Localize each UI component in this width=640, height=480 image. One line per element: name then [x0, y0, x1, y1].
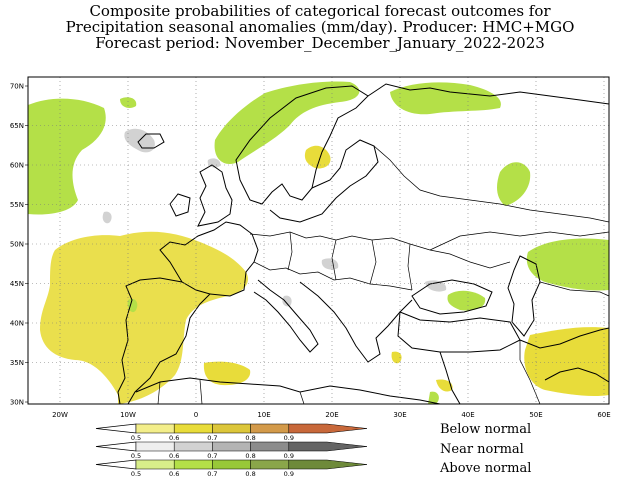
turkey-coast [397, 311, 521, 353]
legend-tick-label: 0.9 [284, 470, 294, 478]
lat-label: 30N [10, 399, 24, 407]
arabia-coast [519, 327, 610, 349]
title-line-1: Composite probabilities of categorical f… [89, 2, 551, 20]
urals-wet-area [497, 162, 531, 206]
legend-tick-label: 0.6 [169, 452, 179, 460]
balearic-dry-area [203, 361, 251, 386]
caspian-coast [507, 255, 541, 337]
persian-gulf-coast [544, 367, 610, 383]
legend-above-normal-label: Above normal [440, 461, 532, 476]
title-line-2: Precipitation seasonal anomalies (mm/day… [65, 18, 575, 36]
iberia-france-dry-area [40, 231, 248, 404]
lat-label: 55N [10, 201, 24, 209]
legend-colorbars: 0.5 0.6 0.7 0.8 0.90.5 0.6 0.7 0.8 0.90.5 0.6 0.7 0… [95, 423, 368, 478]
lat-label: 45N [10, 280, 24, 288]
algeria-wet-area [428, 391, 439, 404]
title-line-3: Forecast period: November_December_Janua… [95, 34, 545, 52]
above-normal-areas [28, 81, 609, 404]
scandinavia-coast [235, 85, 369, 205]
ireland-coast [169, 193, 191, 217]
scandinavia-dry-area [304, 145, 331, 169]
longitude-labels: 20W 10W 0 10E 20E 30E 40E 50E 60E [52, 411, 611, 419]
iceland-coast [137, 133, 165, 149]
legend-tick-label: 0.6 [169, 434, 179, 442]
legend-tick-label: 0.5 [131, 470, 141, 478]
legend-tick-label: 0.8 [245, 434, 255, 442]
legend-tick-label: 0.5 [131, 452, 141, 460]
above-normal-colorbar: 0.5 0.6 0.7 0.8 0.9 [95, 459, 368, 478]
lon-label: 20W [52, 411, 68, 419]
near-normal-colorbar: 0.5 0.6 0.7 0.8 0.9 [95, 441, 368, 460]
lon-label: 60E [597, 411, 610, 419]
caspian-wet-area [526, 238, 609, 291]
italy-coast [253, 279, 319, 353]
lat-label: 35N [10, 359, 24, 367]
lon-label: 10E [257, 411, 270, 419]
france-coast [159, 221, 259, 297]
legend-tick-label: 0.9 [284, 452, 294, 460]
balkans-coast [299, 281, 413, 363]
arctic-coast [367, 83, 610, 105]
below-normal-areas [40, 145, 609, 404]
levant-coast [439, 351, 461, 405]
borders [157, 145, 610, 405]
lat-label: 60N [10, 162, 24, 170]
arctic-russia-wet-area [390, 82, 501, 115]
middle-east-dry-area [524, 327, 609, 397]
legend-tick-label: 0.7 [207, 452, 217, 460]
lon-label: 0 [194, 411, 198, 419]
italy-near-area [282, 295, 292, 307]
lon-label: 40E [461, 411, 474, 419]
morocco-wet-area [127, 298, 138, 313]
legend-below-normal-label: Below normal [440, 422, 532, 437]
lat-label: 65N [10, 122, 24, 130]
uk-coast [197, 164, 233, 227]
map-frame [27, 76, 610, 405]
lat-label: 40N [10, 320, 24, 328]
legend-tick-label: 0.8 [245, 452, 255, 460]
iceland-sea-wet-area [120, 97, 137, 108]
lat-label: 50N [10, 241, 24, 249]
legend-tick-label: 0.8 [245, 470, 255, 478]
lon-label: 10W [120, 411, 136, 419]
legend-tick-label: 0.9 [284, 434, 294, 442]
norway-wet-area [214, 81, 360, 164]
lon-label: 50E [529, 411, 542, 419]
lon-label: 30E [393, 411, 406, 419]
caucasus-wet-area [447, 290, 486, 311]
legend-tick-label: 0.7 [207, 434, 217, 442]
atlantic-near-area-2 [102, 211, 112, 224]
lon-label: 20E [325, 411, 338, 419]
north-africa-coast [135, 377, 441, 405]
legend-tick-label: 0.5 [131, 434, 141, 442]
north-atlantic-wet-area [28, 98, 106, 215]
graticule [25, 77, 609, 404]
lat-label: 70N [10, 83, 24, 91]
turkey-dry-area [436, 379, 453, 392]
legend-tick-label: 0.6 [169, 470, 179, 478]
legend-near-normal-label: Near normal [440, 442, 524, 457]
hungary-near-area [321, 258, 339, 270]
black-sea-coast [411, 279, 493, 315]
latitude-labels: 70N 65N 60N 55N 50N 45N 40N 35N 30N [10, 83, 24, 407]
greece-dry-area [391, 351, 402, 364]
below-normal-colorbar: 0.5 0.6 0.7 0.8 0.9 [95, 423, 368, 442]
legend-tick-label: 0.7 [207, 470, 217, 478]
